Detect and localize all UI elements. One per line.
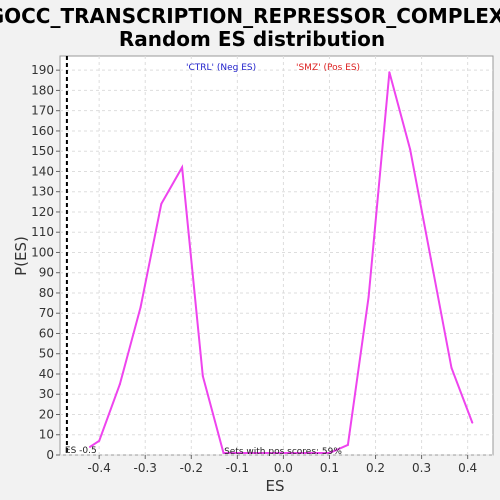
es-series-point bbox=[181, 166, 184, 169]
es-series-point bbox=[328, 451, 331, 454]
y-tick-label: 80 bbox=[39, 286, 54, 300]
y-tick-label: 30 bbox=[39, 387, 54, 401]
es-series-point bbox=[160, 202, 163, 205]
y-axis: 0 10 20 30 40 50 60 70 80 90 100 110 120 130 140 150 160… bbox=[31, 63, 60, 462]
x-tick-label: 0.0 bbox=[274, 461, 293, 475]
y-tick-label: 90 bbox=[39, 266, 54, 280]
x-tick-label: 0.3 bbox=[412, 461, 431, 475]
series-group bbox=[88, 71, 474, 454]
es-series-point bbox=[88, 445, 91, 448]
es-series-point bbox=[409, 148, 412, 151]
y-tick-label: 190 bbox=[31, 63, 54, 77]
es-series-point bbox=[139, 306, 142, 309]
x-tick-label: 0.4 bbox=[458, 461, 477, 475]
es-series-point bbox=[471, 421, 474, 424]
y-tick-label: 120 bbox=[31, 205, 54, 219]
x-tick-label: -0.3 bbox=[134, 461, 157, 475]
y-tick-label: 0 bbox=[46, 448, 54, 462]
plot-area bbox=[59, 55, 494, 456]
es-series-line bbox=[89, 71, 474, 454]
y-tick-label: 170 bbox=[31, 104, 54, 118]
es-series-point bbox=[367, 296, 370, 299]
y-tick-label: 180 bbox=[31, 83, 54, 97]
es-marker-label: ES -0.5 bbox=[65, 446, 97, 456]
legend-pos: 'SMZ' (Pos ES) bbox=[296, 63, 360, 73]
y-tick-label: 40 bbox=[39, 367, 54, 381]
y-tick-label: 100 bbox=[31, 245, 54, 259]
y-tick-label: 20 bbox=[39, 407, 54, 421]
y-tick-label: 140 bbox=[31, 164, 54, 178]
chart-title-line2: Random ES distribution bbox=[119, 27, 385, 51]
legend-neg: 'CTRL' (Neg ES) bbox=[186, 63, 256, 73]
y-tick-label: 110 bbox=[31, 225, 54, 239]
y-tick-label: 130 bbox=[31, 185, 54, 199]
y-tick-label: 10 bbox=[39, 428, 54, 442]
es-series-point bbox=[429, 257, 432, 260]
y-tick-label: 70 bbox=[39, 306, 54, 320]
x-tick-label: 0.1 bbox=[320, 461, 339, 475]
x-tick-label: 0.2 bbox=[366, 461, 385, 475]
es-series-point bbox=[388, 71, 391, 74]
y-tick-label: 60 bbox=[39, 326, 54, 340]
x-axis-label: ES bbox=[266, 477, 285, 495]
y-axis-label: P(ES) bbox=[12, 236, 30, 276]
y-tick-label: 160 bbox=[31, 124, 54, 138]
es-series-point bbox=[98, 439, 101, 442]
y-tick-label: 50 bbox=[39, 347, 54, 361]
x-tick-label: -0.4 bbox=[87, 461, 110, 475]
es-series-point bbox=[450, 366, 453, 369]
es-series-point bbox=[201, 375, 204, 378]
chart-title-line1: GOCC_TRANSCRIPTION_REPRESSOR_COMPLEX: bbox=[0, 4, 500, 28]
es-series-point bbox=[346, 443, 349, 446]
es-series-point bbox=[222, 451, 225, 454]
x-axis: -0.4 -0.3 -0.2 -0.1 0.0 0.1 0.2 0.3 0.4 bbox=[87, 455, 477, 475]
x-tick-label: -0.1 bbox=[226, 461, 249, 475]
es-series-point bbox=[118, 383, 121, 386]
grid bbox=[60, 56, 493, 456]
y-tick-label: 150 bbox=[31, 144, 54, 158]
pos-score-annotation: Sets with pos scores: 59% bbox=[224, 447, 342, 457]
x-tick-label: -0.2 bbox=[180, 461, 203, 475]
